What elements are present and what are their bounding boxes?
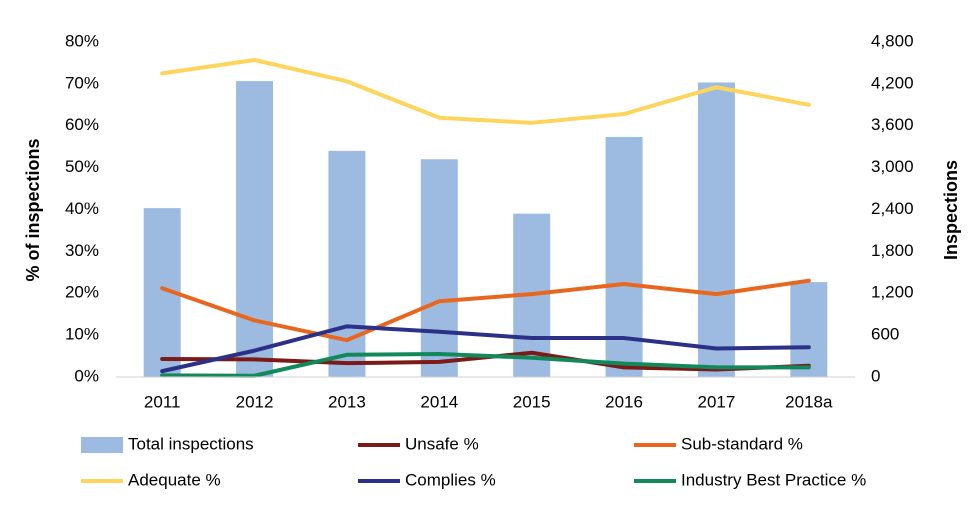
right-tick-label: 4,200 — [871, 73, 914, 92]
x-tick-label: 2012 — [236, 392, 274, 411]
x-tick-label: 2017 — [698, 392, 736, 411]
legend-label-adequate: Adequate % — [128, 470, 221, 489]
line-complies — [160, 324, 811, 374]
legend-swatch-total-inspections — [81, 437, 123, 453]
left-tick-label: 30% — [65, 241, 99, 260]
left-tick-label: 0% — [74, 366, 99, 385]
bar-series — [143, 81, 828, 378]
right-tick-label: 1,200 — [871, 283, 914, 302]
right-axis-ticks: 0 600 1,200 1,800 2,400 3,000 3,600 4,200 4,800 — [871, 31, 914, 385]
x-tick-label: 2011 — [144, 392, 181, 411]
legend-label-complies: Complies % — [405, 470, 496, 489]
bar-2014 — [420, 159, 458, 377]
left-axis-title: % of inspections — [23, 138, 43, 281]
right-tick-label: 2,400 — [871, 199, 914, 218]
legend-label-unsafe: Unsafe % — [405, 434, 479, 453]
bar-2018a — [790, 282, 828, 377]
left-tick-label: 20% — [65, 283, 99, 302]
legend-label-sub-standard: Sub-standard % — [681, 434, 803, 453]
left-tick-label: 10% — [65, 325, 99, 344]
legend-label-industry-best-practice: Industry Best Practice % — [681, 470, 866, 489]
x-tick-label: 2015 — [513, 392, 551, 411]
right-tick-label: 600 — [871, 325, 899, 344]
line-sub-standard — [160, 278, 811, 343]
x-tick-label: 2018a — [785, 392, 833, 411]
x-tick-label: 2016 — [605, 392, 643, 411]
legend: Total inspections Unsafe % Sub-standard % A… — [81, 434, 866, 489]
left-axis-ticks: 0% 10% 20% 30% 40% 50% 60% 70% 80% — [65, 31, 99, 385]
bar-2013 — [328, 150, 366, 377]
left-tick-label: 40% — [65, 199, 99, 218]
x-axis-ticks: 2011 2012 2013 2014 2015 2016 2017 2018a — [144, 392, 833, 411]
line-adequate — [160, 58, 811, 125]
line-series — [160, 58, 811, 378]
right-axis-title: Inspections — [941, 160, 961, 260]
right-tick-label: 0 — [871, 366, 880, 385]
right-tick-label: 3,000 — [871, 157, 914, 176]
legend-label-total-inspections: Total inspections — [128, 434, 254, 453]
left-tick-label: 80% — [65, 31, 99, 50]
x-tick-label: 2014 — [420, 392, 458, 411]
line-industry-best-practice — [160, 351, 811, 378]
right-tick-label: 4,800 — [871, 31, 914, 50]
right-tick-label: 3,600 — [871, 115, 914, 134]
x-tick-label: 2013 — [328, 392, 366, 411]
left-tick-label: 50% — [65, 157, 99, 176]
left-tick-label: 70% — [65, 73, 99, 92]
right-tick-label: 1,800 — [871, 241, 914, 260]
bar-2012 — [236, 81, 274, 377]
left-tick-label: 60% — [65, 115, 99, 134]
bar-2017 — [697, 82, 735, 378]
